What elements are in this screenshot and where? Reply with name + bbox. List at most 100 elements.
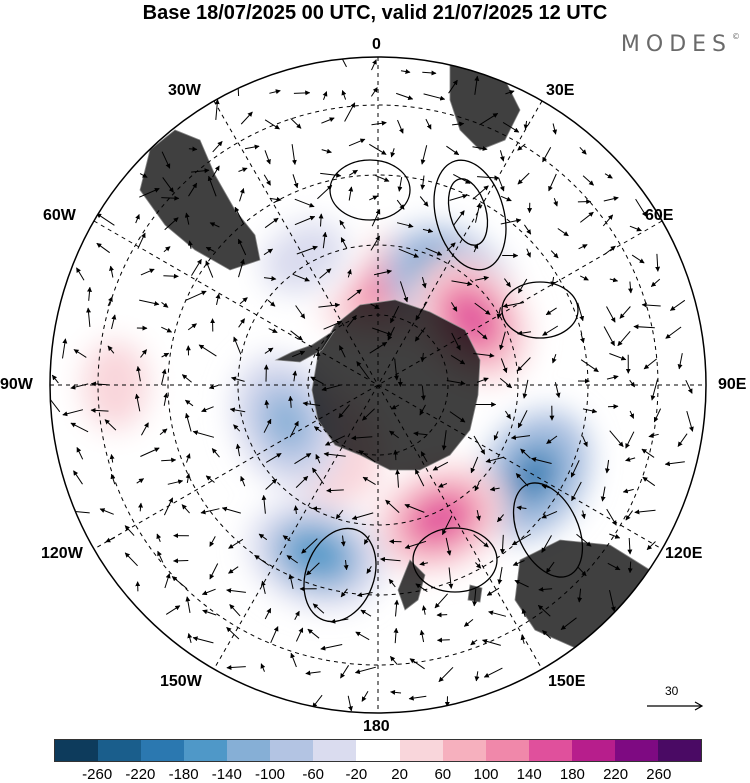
wind-arrow xyxy=(360,609,372,617)
wind-arrow xyxy=(363,535,370,545)
wind-arrow xyxy=(348,186,354,201)
wind-arrow xyxy=(677,353,683,370)
wind-arrow xyxy=(109,265,114,278)
anomaly-blob xyxy=(292,535,341,574)
wind-arrow xyxy=(451,280,473,287)
wind-arrow xyxy=(370,87,378,97)
wind-arrow xyxy=(254,554,270,566)
wind-arrow xyxy=(581,510,586,520)
wind-arrow xyxy=(228,538,244,549)
wind-arrow xyxy=(211,448,220,458)
wind-arrow xyxy=(124,552,138,567)
wind-arrow xyxy=(188,182,198,197)
colorbar-label: -60 xyxy=(302,766,325,783)
wind-arrow xyxy=(294,215,316,226)
wind-arrow xyxy=(263,276,277,282)
colorbar-label: 180 xyxy=(559,766,585,783)
wind-arrow xyxy=(531,457,552,464)
wind-arrow xyxy=(209,222,220,228)
wind-arrow xyxy=(258,533,268,541)
wind-arrow xyxy=(390,148,396,158)
wind-arrow xyxy=(362,476,376,486)
wind-arrow xyxy=(395,469,401,488)
wind-arrow xyxy=(228,566,239,574)
wind-arrow xyxy=(579,146,587,155)
wind-arrow xyxy=(295,627,304,642)
wind-arrow xyxy=(140,447,160,457)
wind-arrow xyxy=(187,323,197,331)
wind-arrow xyxy=(545,307,557,316)
wind-arrow xyxy=(348,138,366,147)
wind-arrow xyxy=(362,408,375,421)
colorbar-bin xyxy=(356,740,400,761)
wind-arrow xyxy=(553,198,558,207)
wind-arrow xyxy=(578,244,588,250)
wind-arrow xyxy=(323,320,343,330)
wind-arrow xyxy=(163,273,179,279)
wind-arrow xyxy=(137,232,146,249)
wind-arrow xyxy=(62,338,68,359)
colorbar-label: -100 xyxy=(254,766,286,783)
wind-arrow xyxy=(390,305,400,324)
lon-label-120w: 120W xyxy=(41,545,83,562)
wind-arrow xyxy=(557,228,569,237)
wind-arrow xyxy=(161,195,180,201)
wind-arrow xyxy=(642,476,656,487)
wind-arrow xyxy=(226,588,246,594)
wind-arrow xyxy=(470,639,478,646)
wind-arrow xyxy=(369,143,387,155)
wind-arrow xyxy=(90,407,109,413)
wind-arrow xyxy=(641,302,661,308)
wind-arrow xyxy=(369,195,379,201)
wind-arrow xyxy=(200,508,220,515)
wind-arrow xyxy=(51,374,59,384)
wind-arrow xyxy=(73,349,87,358)
wind-arrow xyxy=(420,352,426,363)
wind-arrow xyxy=(516,505,527,511)
wind-arrow xyxy=(577,302,585,322)
wind-arrow xyxy=(445,537,452,556)
wind-arrow xyxy=(161,326,173,333)
wind-arrow xyxy=(324,435,346,446)
wind-arrow xyxy=(311,467,325,485)
wind-arrow xyxy=(286,555,298,564)
wind-arrow xyxy=(161,368,167,385)
wind-arrow xyxy=(312,694,323,708)
antarctic-peninsula xyxy=(274,329,336,363)
copyright-mark: © xyxy=(732,32,740,41)
wind-arrow xyxy=(415,583,428,593)
wind-arrow xyxy=(361,691,369,702)
wind-arrow xyxy=(474,302,491,315)
wind-arrow xyxy=(625,431,635,449)
wind-arrow xyxy=(264,217,279,229)
wind-arrow xyxy=(302,401,321,407)
wind-arrow xyxy=(185,453,191,463)
wind-arrow xyxy=(233,336,242,355)
wind-arrow xyxy=(317,185,333,200)
wind-arrow xyxy=(609,430,624,447)
wind-arrow xyxy=(476,509,481,521)
wind-arrow xyxy=(321,117,335,124)
wind-arrow xyxy=(161,457,177,463)
wind-arrow xyxy=(474,671,480,682)
wind-arrow xyxy=(260,663,266,672)
wind-arrow xyxy=(609,277,619,283)
wind-arrow xyxy=(136,366,142,382)
wind-arrow xyxy=(347,289,362,301)
wind-arrow xyxy=(546,435,558,445)
wind-arrow xyxy=(472,588,478,607)
wind-arrow xyxy=(526,248,531,258)
wind-arrow xyxy=(512,560,525,566)
wind-arrow xyxy=(313,426,322,433)
wind-arrow xyxy=(238,167,248,173)
wind-arrow xyxy=(320,172,342,178)
wind-arrow xyxy=(499,150,505,162)
wind-arrow xyxy=(603,196,619,202)
wind-arrow xyxy=(385,499,400,513)
wind-arrow xyxy=(373,269,392,276)
wind-arrow xyxy=(476,330,488,340)
wind-arrow xyxy=(292,350,306,358)
wind-arrow xyxy=(449,411,466,423)
wind-arrow xyxy=(502,121,520,133)
wind-arrow xyxy=(503,278,511,288)
